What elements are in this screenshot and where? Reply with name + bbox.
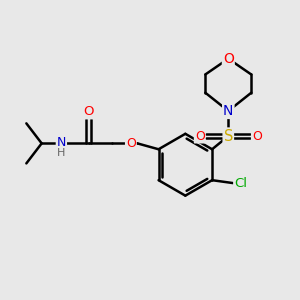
Text: O: O (83, 105, 94, 119)
Text: N: N (223, 104, 233, 118)
Text: H: H (57, 148, 66, 158)
Text: O: O (223, 52, 234, 66)
Text: O: O (252, 130, 262, 142)
Text: Cl: Cl (234, 177, 247, 190)
Text: O: O (195, 130, 205, 142)
Text: S: S (224, 128, 233, 143)
Text: N: N (57, 136, 66, 149)
Text: O: O (126, 137, 136, 150)
